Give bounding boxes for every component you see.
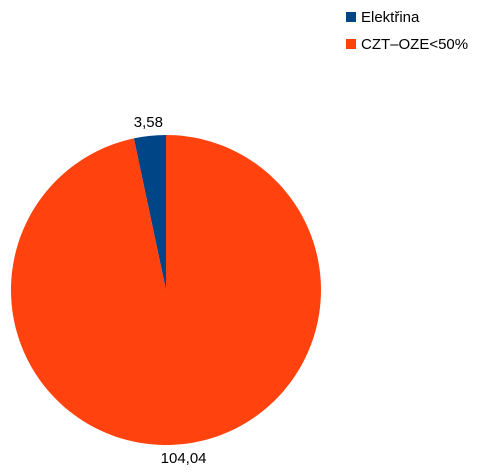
data-label-1: 3,58 bbox=[134, 114, 163, 131]
pie-slice-1 bbox=[133, 135, 166, 290]
legend: Elektřina CZT–OZE<50% bbox=[346, 9, 468, 53]
pie-slice-2 bbox=[10, 135, 321, 445]
pie-slices bbox=[10, 135, 321, 445]
legend-swatch-2 bbox=[346, 39, 356, 49]
legend-label-2: CZT–OZE<50% bbox=[361, 36, 468, 53]
data-labels: 3,58 104,04 bbox=[134, 114, 207, 467]
legend-label-1: Elektřina bbox=[361, 9, 420, 26]
data-label-2: 104,04 bbox=[161, 450, 207, 467]
legend-swatch-1 bbox=[346, 12, 356, 22]
